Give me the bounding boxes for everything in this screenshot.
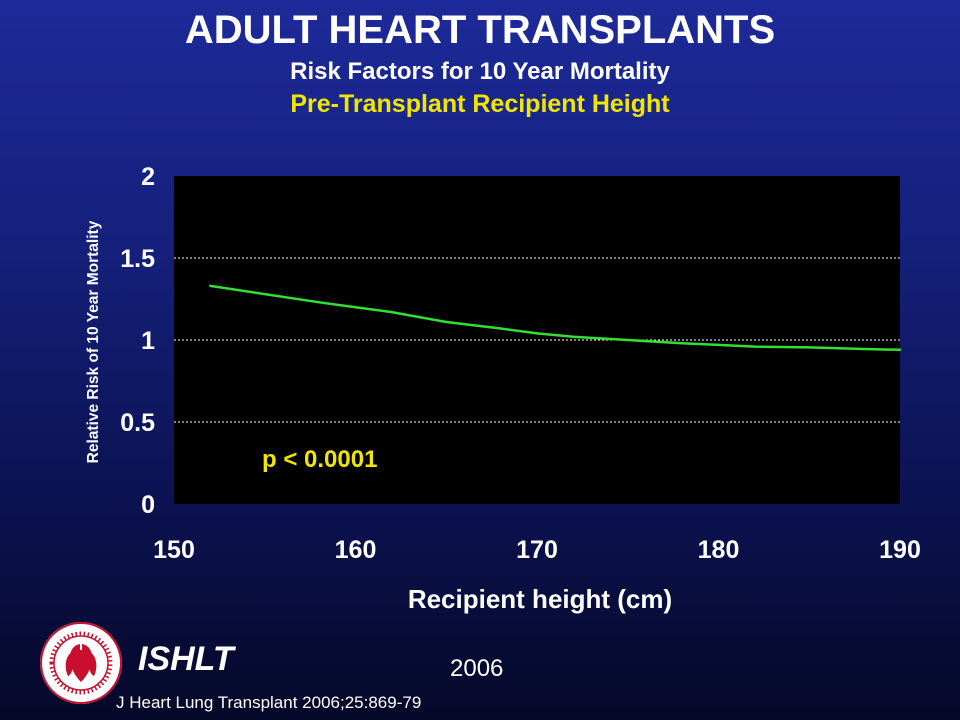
y-tick-label: 1 <box>141 327 155 355</box>
grid-lines <box>174 257 900 423</box>
y-tick-label: 0.5 <box>120 409 155 437</box>
y-tick-label: 0 <box>141 491 155 519</box>
x-axis-label: Recipient height (cm) <box>407 584 673 614</box>
x-axis-ticks: 150 160 170 180 190 <box>153 536 921 564</box>
page-subtitle: Risk Factors for 10 Year Mortality <box>290 58 670 85</box>
x-tick-label: 180 <box>698 536 740 564</box>
x-tick-label: 170 <box>516 536 558 564</box>
x-tick-label: 160 <box>335 536 377 564</box>
y-axis-label: Relative Risk of 10 Year Mortality <box>85 220 102 464</box>
series-line <box>209 284 902 352</box>
citation: J Heart Lung Transplant 2006;25:869-79 <box>116 693 422 712</box>
x-tick-label: 190 <box>879 536 921 564</box>
p-value-annotation: p < 0.0001 <box>262 446 378 473</box>
y-tick-label: 1.5 <box>120 245 155 273</box>
page-subtitle-topic: Pre-Transplant Recipient Height <box>290 90 670 118</box>
y-axis-ticks: 0 0.5 1 1.5 2 <box>120 163 155 519</box>
x-tick-label: 150 <box>153 536 195 564</box>
organization-name: ISHLT <box>138 640 234 678</box>
page-title: ADULT HEART TRANSPLANTS <box>184 8 776 52</box>
ishlt-logo-icon <box>40 622 122 704</box>
y-tick-label: 2 <box>141 163 155 191</box>
series-group <box>209 284 902 352</box>
year-label: 2006 <box>450 655 504 682</box>
